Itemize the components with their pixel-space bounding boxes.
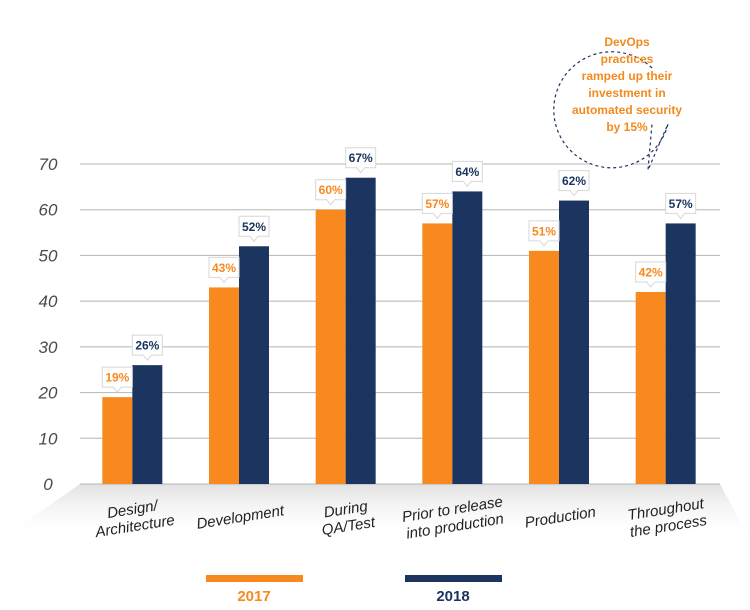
callout-text: DevOps practices ramped up their investment… [572, 35, 682, 134]
bar-2017-4 [529, 250, 559, 484]
data-label-text: 43% [212, 261, 236, 275]
callout-line: investment in [588, 86, 665, 100]
data-label-2017-4: 51% [528, 220, 560, 247]
gridlines [80, 163, 720, 485]
category-label-line: During [323, 498, 370, 522]
y-tick-label: 20 [38, 384, 58, 403]
y-tick-label: 30 [39, 338, 58, 357]
data-label-box [635, 261, 667, 288]
data-label-box [208, 256, 240, 284]
data-label-text: 57% [425, 197, 449, 211]
bar-2018-5 [665, 223, 696, 484]
data-label-box [238, 215, 270, 243]
bar-2018-2 [345, 177, 376, 484]
data-label-2018-0: 26% [131, 334, 163, 361]
data-label-box [451, 160, 483, 188]
data-label-box [665, 192, 697, 220]
bar-2017-0 [102, 397, 133, 484]
callout-line: practices [601, 52, 654, 66]
callout-outline [553, 51, 669, 171]
data-labels: 19% 26% 43% 52% 60% 67% 57% 64% 51% 62% 42% 57% [101, 147, 697, 393]
legend: 2017 2018 [206, 575, 502, 605]
data-label-text: 26% [135, 339, 159, 353]
y-tick-label: 10 [39, 429, 58, 448]
bar-2017-2 [315, 209, 346, 484]
data-label-text: 67% [349, 151, 373, 165]
callout-line: ramped up their [582, 69, 673, 83]
y-tick-label: 60 [39, 201, 58, 220]
data-label-2018-4: 62% [558, 170, 590, 197]
y-tick-label: 50 [39, 246, 58, 265]
bar-2018-0 [132, 365, 163, 484]
data-label-text: 19% [105, 371, 129, 385]
data-label-2018-2: 67% [345, 147, 377, 174]
data-label-box [315, 179, 347, 206]
bar-2018-3 [452, 191, 483, 484]
data-label-text: 64% [455, 165, 479, 179]
data-label-2017-1: 43% [208, 256, 240, 284]
bar-2018-4 [559, 200, 589, 485]
bar-2017-5 [635, 292, 666, 484]
legend-item-2018: 2018 [405, 575, 502, 605]
data-label-text: 57% [669, 197, 693, 211]
callout-bubble: DevOps practices ramped up their investment… [553, 35, 682, 171]
legend-swatch [206, 575, 303, 582]
bar-2018-1 [239, 246, 269, 484]
legend-item-2017: 2017 [206, 575, 303, 605]
legend-swatch [405, 575, 502, 582]
y-tick-label: 70 [39, 155, 58, 174]
data-label-text: 62% [562, 174, 586, 188]
bars [102, 177, 696, 485]
data-label-2017-5: 42% [635, 261, 667, 288]
data-label-text: 60% [319, 183, 343, 197]
data-label-box [558, 170, 590, 197]
data-label-box [345, 147, 377, 174]
chart-floor [0, 484, 750, 540]
legend-label: 2017 [237, 588, 270, 605]
y-tick-label: 40 [39, 292, 58, 311]
data-label-2018-1: 52% [238, 215, 270, 243]
data-label-2018-3: 64% [451, 160, 483, 188]
bar-2017-3 [422, 223, 453, 484]
data-label-2018-5: 57% [665, 192, 697, 220]
y-tick-label: 0 [43, 475, 53, 494]
data-label-box [528, 220, 560, 247]
data-label-box [421, 192, 453, 220]
data-label-text: 42% [639, 266, 663, 280]
data-label-text: 52% [242, 220, 266, 234]
data-label-text: 51% [532, 224, 556, 238]
data-label-2017-0: 19% [101, 366, 133, 393]
data-label-2017-3: 57% [421, 192, 453, 220]
callout-line: automated security [572, 103, 682, 117]
bar-2017-1 [209, 287, 239, 484]
data-label-box [101, 366, 133, 393]
legend-label: 2018 [436, 588, 469, 605]
data-label-2017-2: 60% [315, 179, 347, 206]
data-label-box [131, 334, 163, 361]
callout-line: DevOps [604, 35, 650, 49]
y-axis-ticks: 0 10 20 30 40 50 60 70 [38, 155, 58, 494]
callout-line: by 15% [606, 120, 648, 134]
